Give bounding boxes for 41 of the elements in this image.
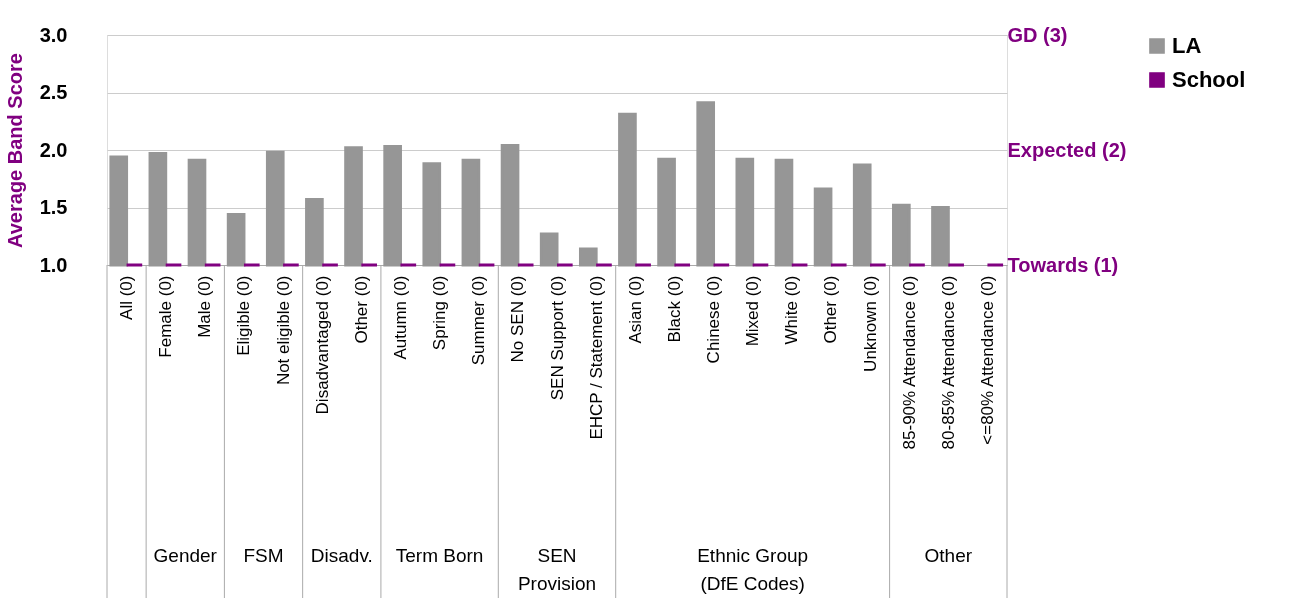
x-tick-label: Not eligible (0) [273, 275, 293, 386]
x-tick-label: Male (0) [195, 275, 215, 338]
text: Term Born [395, 545, 484, 566]
x-tick-label: Other (0) [821, 275, 841, 344]
x-tick-label: Female (0) [156, 275, 176, 358]
text: FSM [243, 545, 284, 566]
text: Ethnic Group (DfE Codes) [697, 545, 809, 594]
x-tick-label: Disadvantaged (0) [312, 275, 332, 415]
x-tick-label: Spring (0) [430, 275, 450, 351]
x-tick-label: Autumn (0) [390, 275, 410, 360]
x-tick-label: Mixed (0) [743, 275, 763, 347]
x-tick-label: 85-90% Attendance (0) [899, 275, 919, 450]
y-axis-title: Average Band Score [3, 53, 26, 248]
x-tick-label: No SEN (0) [508, 275, 528, 363]
y-tick-label: 2.0 [39, 138, 68, 161]
x-tick-label: SEN Support (0) [547, 275, 567, 401]
y2-tick-label: Towards (1) [1007, 253, 1119, 276]
x-tick-label: Black (0) [664, 275, 684, 343]
x-tick-label: Asian (0) [625, 275, 645, 344]
x-tick-label: Unknown (0) [860, 275, 880, 372]
y-tick-label: 1.0 [39, 253, 68, 276]
y-tick-label: 1.5 [39, 196, 68, 218]
y-tick-label: 2.5 [39, 81, 68, 103]
text: Other [924, 545, 973, 566]
x-tick-label: Summer (0) [469, 275, 489, 366]
y-tick-label: 3.0 [39, 23, 68, 46]
x-tick-label: Other (0) [351, 275, 371, 344]
x-tick-label: EHCP / Statement (0) [586, 275, 606, 440]
y2-tick-label: GD (3) [1007, 23, 1068, 46]
x-tick-label: White (0) [782, 275, 802, 345]
text: SEN Provision [517, 545, 597, 594]
legend-label: School [1172, 67, 1246, 92]
x-tick-label: All (0) [117, 275, 137, 320]
text: Gender [153, 545, 218, 566]
legend-label: LA [1172, 33, 1202, 58]
text: Disadv. [310, 545, 373, 566]
x-tick-label: <=80% Attendance (0) [977, 275, 997, 445]
y2-tick-label: Expected (2) [1007, 138, 1127, 161]
x-tick-label: 80-85% Attendance (0) [938, 275, 958, 450]
x-tick-label: Eligible (0) [234, 275, 254, 356]
x-tick-label: Chinese (0) [704, 275, 724, 364]
